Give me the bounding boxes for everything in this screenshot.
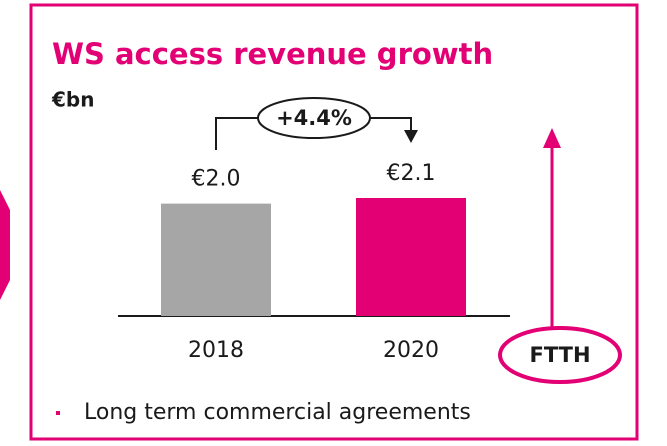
subtitle: €bn xyxy=(51,88,94,112)
value-label: €2.1 xyxy=(387,161,436,186)
bracket-left xyxy=(215,117,258,150)
bullet-dot xyxy=(56,411,60,415)
chart-title: WS access revenue growth xyxy=(52,37,493,71)
bar xyxy=(161,203,271,316)
ftth-arrowhead xyxy=(543,128,561,148)
bar xyxy=(356,198,466,316)
x-tick-label: 2018 xyxy=(188,338,244,363)
ftth-oval xyxy=(498,326,622,384)
value-label: €2.0 xyxy=(192,167,241,192)
ftth-label: FTTH xyxy=(529,343,590,367)
side-chevron xyxy=(0,190,10,300)
bullet-text: Long term commercial agreements xyxy=(84,400,471,425)
x-tick-label: 2020 xyxy=(383,338,439,363)
growth-label: +4.4% xyxy=(276,106,352,130)
bracket-right xyxy=(370,117,412,132)
bracket-arrowhead xyxy=(404,130,418,143)
frame xyxy=(29,3,639,441)
growth-oval xyxy=(257,97,371,139)
